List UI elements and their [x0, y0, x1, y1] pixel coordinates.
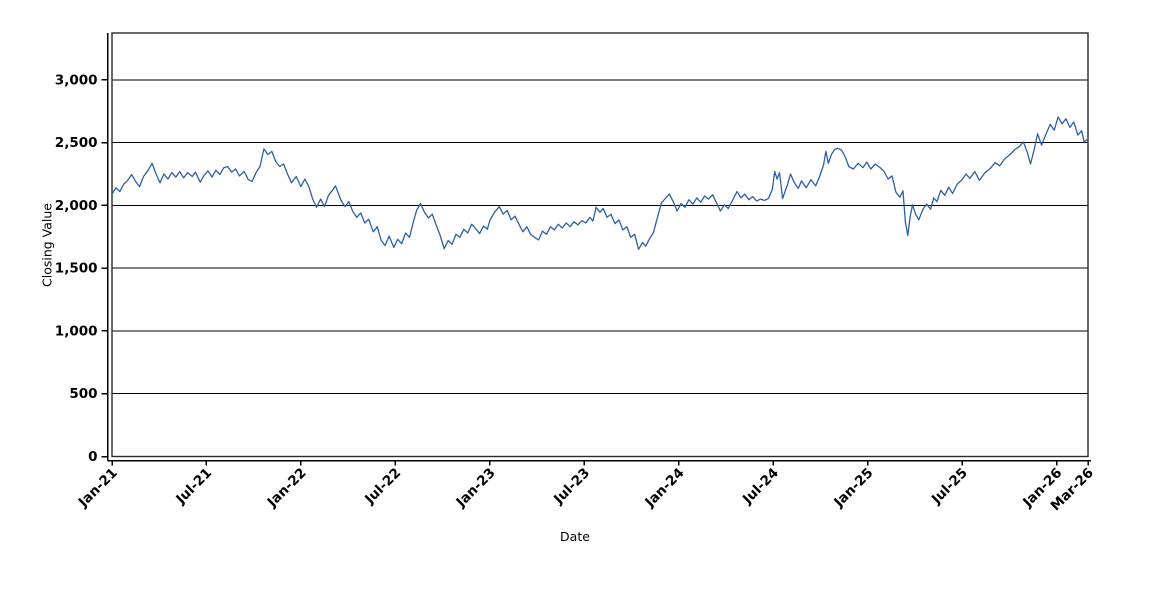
x-tick-label: Jan-22	[264, 465, 310, 511]
x-tick-label: Jan-24	[641, 465, 687, 511]
plot-frame	[111, 32, 1089, 458]
x-tick-label: Jul-24	[739, 465, 782, 508]
y-tick-label: 1,000	[55, 323, 98, 339]
y-tick-label: 2,000	[55, 198, 98, 214]
x-tick-label: Jan-23	[453, 465, 499, 511]
x-tick-label: Jul-25	[928, 465, 971, 508]
x-tick-label: Jan-25	[830, 465, 876, 511]
y-tick-label: 1,500	[55, 261, 98, 277]
x-tick-label: Jan-21	[75, 465, 121, 511]
x-tick-label: Jul-22	[361, 465, 404, 508]
series-closing-value	[111, 116, 1089, 250]
x-tick-label: Jul-23	[550, 465, 593, 508]
y-tick-label: 500	[69, 386, 97, 402]
y-tick-label: 3,000	[55, 72, 98, 88]
y-tick-label: 0	[88, 449, 97, 465]
x-tick-label: Jul-21	[172, 465, 215, 508]
y-axis-title: Closing Value	[39, 203, 55, 287]
x-axis-title: Date	[560, 529, 590, 544]
y-tick-label: 2,500	[55, 135, 98, 151]
